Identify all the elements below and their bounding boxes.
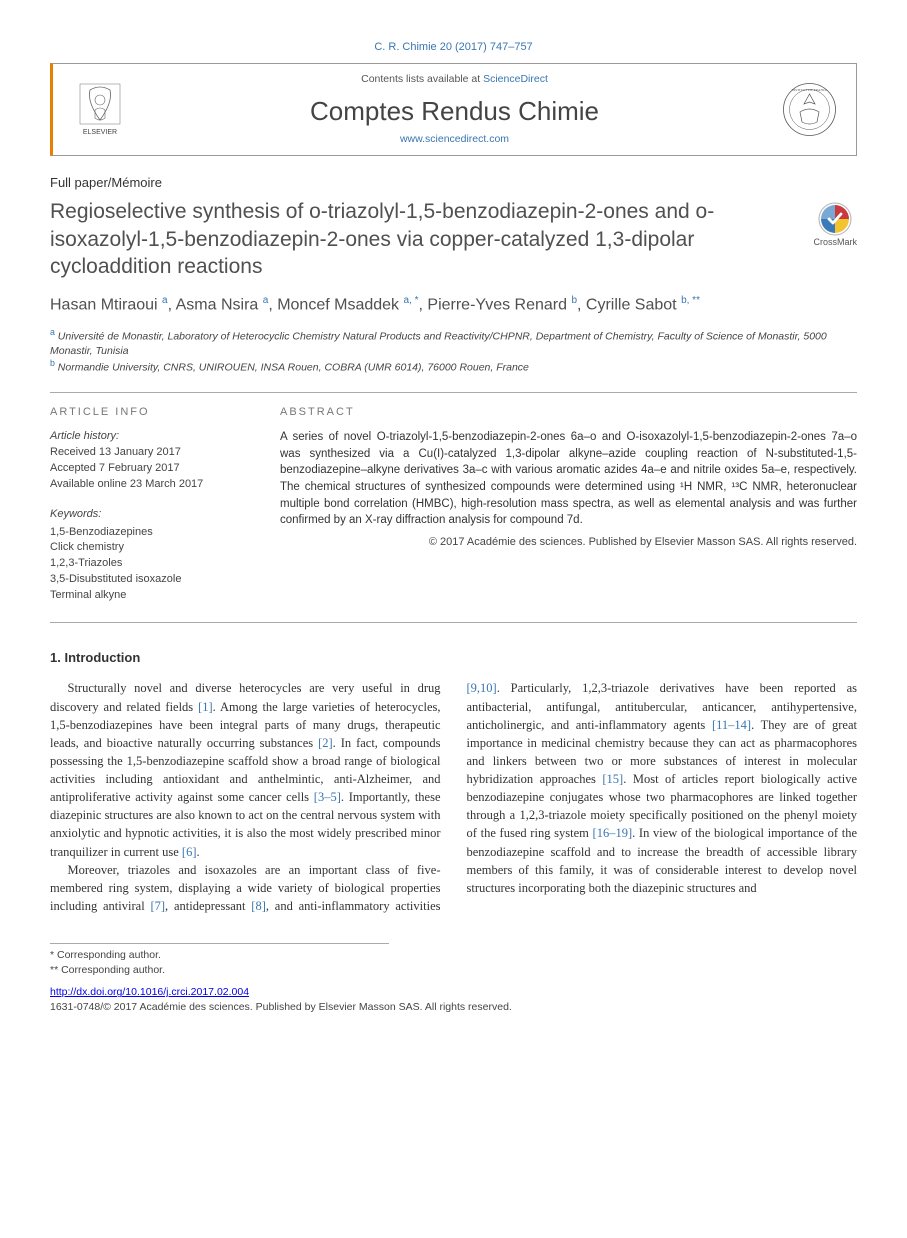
keyword: 1,5-Benzodiazepines bbox=[50, 525, 250, 541]
online-date: Available online 23 March 2017 bbox=[50, 478, 203, 490]
svg-text:ELSEVIER: ELSEVIER bbox=[83, 129, 117, 136]
elsevier-logo-icon: ELSEVIER bbox=[75, 82, 125, 137]
journal-url[interactable]: www.sciencedirect.com bbox=[135, 132, 774, 147]
keyword: 3,5-Disubstituted isoxazole bbox=[50, 572, 250, 588]
article-info-column: ARTICLE INFO Article history: Received 1… bbox=[50, 405, 250, 604]
keywords-label: Keywords: bbox=[50, 507, 250, 523]
divider bbox=[50, 622, 857, 623]
publisher-logo-box: ELSEVIER bbox=[65, 82, 135, 137]
contents-prefix: Contents lists available at bbox=[361, 73, 483, 85]
history-label: Article history: bbox=[50, 430, 119, 442]
journal-name: Comptes Rendus Chimie bbox=[135, 93, 774, 129]
banner-center: Contents lists available at ScienceDirec… bbox=[135, 72, 774, 147]
article-title: Regioselective synthesis of o-triazolyl-… bbox=[50, 198, 795, 280]
contents-line: Contents lists available at ScienceDirec… bbox=[135, 72, 774, 87]
divider bbox=[50, 392, 857, 393]
issn-line: 1631-0748/© 2017 Académie des sciences. … bbox=[50, 1000, 857, 1015]
section-heading-intro: 1. Introduction bbox=[50, 649, 857, 667]
accepted-date: Accepted 7 February 2017 bbox=[50, 462, 180, 474]
sciencedirect-link[interactable]: ScienceDirect bbox=[483, 73, 548, 85]
keyword: Terminal alkyne bbox=[50, 588, 250, 604]
academie-logo-box: INSTITUT DE FRANCE bbox=[774, 82, 844, 137]
body-columns: Structurally novel and diverse heterocyc… bbox=[50, 679, 857, 915]
received-date: Received 13 January 2017 bbox=[50, 446, 181, 458]
crossmark-icon bbox=[818, 202, 852, 236]
header-citation: C. R. Chimie 20 (2017) 747–757 bbox=[50, 40, 857, 55]
academie-logo-icon: INSTITUT DE FRANCE bbox=[782, 82, 837, 137]
keyword: 1,2,3-Triazoles bbox=[50, 556, 250, 572]
footnotes: * Corresponding author.** Corresponding … bbox=[50, 943, 389, 977]
affiliation: a Université de Monastir, Laboratory of … bbox=[50, 327, 857, 358]
keyword: Click chemistry bbox=[50, 540, 250, 556]
journal-banner: ELSEVIER Contents lists available at Sci… bbox=[50, 63, 857, 156]
footnote: * Corresponding author. bbox=[50, 948, 389, 963]
abstract-heading: ABSTRACT bbox=[280, 405, 857, 420]
body-paragraph: Structurally novel and diverse heterocyc… bbox=[50, 679, 441, 860]
doi-link[interactable]: http://dx.doi.org/10.1016/j.crci.2017.02… bbox=[50, 986, 249, 998]
abstract-text: A series of novel O-triazolyl-1,5-benzod… bbox=[280, 429, 857, 529]
abstract-column: ABSTRACT A series of novel O-triazolyl-1… bbox=[280, 405, 857, 604]
paper-type: Full paper/Mémoire bbox=[50, 174, 857, 192]
crossmark-label: CrossMark bbox=[813, 236, 857, 249]
article-info-heading: ARTICLE INFO bbox=[50, 405, 250, 420]
affiliation: b Normandie University, CNRS, UNIROUEN, … bbox=[50, 358, 857, 375]
svg-text:INSTITUT DE FRANCE: INSTITUT DE FRANCE bbox=[791, 88, 827, 92]
crossmark-badge[interactable]: CrossMark bbox=[813, 202, 857, 249]
footnote: ** Corresponding author. bbox=[50, 963, 389, 978]
authors: Hasan Mtiraoui a, Asma Nsira a, Moncef M… bbox=[50, 294, 857, 317]
abstract-copyright: © 2017 Académie des sciences. Published … bbox=[280, 535, 857, 550]
